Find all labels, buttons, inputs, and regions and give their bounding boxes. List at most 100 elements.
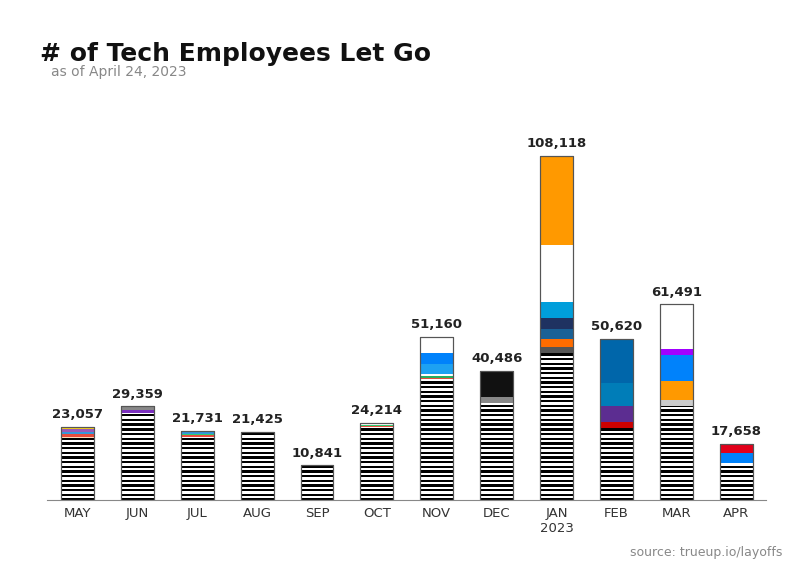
Bar <box>540 272 573 273</box>
Bar <box>660 314 693 315</box>
Bar <box>121 407 154 500</box>
Bar <box>660 481 693 482</box>
Bar <box>480 380 514 381</box>
Bar <box>480 394 514 395</box>
Bar <box>660 318 693 319</box>
Bar <box>540 245 573 277</box>
Bar <box>660 465 693 466</box>
Bar <box>420 374 453 375</box>
Bar <box>540 392 573 393</box>
Bar <box>540 223 573 224</box>
Bar <box>480 378 514 379</box>
Bar <box>420 419 453 420</box>
Bar <box>360 462 393 463</box>
Bar <box>600 421 633 422</box>
Bar <box>660 377 693 378</box>
Bar <box>660 307 693 308</box>
Bar <box>121 427 154 428</box>
Bar <box>181 431 213 432</box>
Bar <box>241 453 273 454</box>
Bar <box>121 410 154 411</box>
Bar <box>360 467 393 468</box>
Bar <box>181 482 213 483</box>
Bar <box>241 432 273 433</box>
Bar <box>660 472 693 473</box>
Bar <box>121 467 154 468</box>
Bar <box>540 220 573 221</box>
Bar <box>660 432 693 433</box>
Text: 21,731: 21,731 <box>171 412 223 425</box>
Bar <box>540 386 573 387</box>
Bar <box>720 494 753 495</box>
Bar <box>181 484 213 485</box>
Bar <box>660 435 693 436</box>
Bar <box>360 477 393 478</box>
Bar <box>480 431 514 432</box>
Bar <box>660 334 693 335</box>
Bar <box>660 415 693 416</box>
Bar <box>121 471 154 472</box>
Bar <box>540 443 573 444</box>
Bar <box>660 304 693 349</box>
Bar <box>480 404 514 405</box>
Bar <box>121 481 154 482</box>
Bar <box>241 473 273 474</box>
Bar <box>241 475 273 477</box>
Bar <box>121 496 154 498</box>
Bar <box>121 433 154 434</box>
Bar <box>300 495 333 496</box>
Bar <box>121 410 154 413</box>
Bar <box>660 320 693 321</box>
Bar <box>480 375 514 376</box>
Bar <box>660 437 693 438</box>
Bar <box>720 449 753 450</box>
Bar <box>181 452 213 453</box>
Bar <box>121 450 154 451</box>
Bar <box>181 432 213 433</box>
Bar <box>480 460 514 461</box>
Bar <box>540 229 573 230</box>
Bar <box>540 206 573 207</box>
Bar <box>600 494 633 495</box>
Bar <box>660 324 693 325</box>
Bar <box>720 444 753 445</box>
Bar <box>300 480 333 481</box>
Bar <box>300 483 333 484</box>
Bar <box>181 436 213 437</box>
Bar <box>360 481 393 482</box>
Bar <box>600 339 633 500</box>
Bar <box>480 396 514 397</box>
Bar <box>241 434 273 435</box>
Bar <box>480 485 514 486</box>
Bar <box>540 287 573 288</box>
Bar <box>181 474 213 475</box>
Text: 21,425: 21,425 <box>231 413 283 426</box>
Bar <box>241 496 273 498</box>
Bar <box>660 401 693 402</box>
Bar <box>540 156 573 157</box>
Bar <box>61 451 94 452</box>
Bar <box>540 320 573 321</box>
Bar <box>420 400 453 401</box>
Bar <box>540 205 573 206</box>
Bar <box>540 490 573 491</box>
Bar <box>660 304 693 500</box>
Bar <box>61 460 94 461</box>
Text: 24,214: 24,214 <box>352 404 402 417</box>
Bar <box>181 456 213 457</box>
Bar <box>600 488 633 489</box>
Bar <box>181 446 213 447</box>
Bar <box>61 432 94 435</box>
Bar <box>540 488 573 489</box>
Bar <box>600 434 633 435</box>
Bar <box>360 423 393 424</box>
Bar <box>360 430 393 431</box>
Bar <box>540 499 573 500</box>
Bar <box>540 375 573 376</box>
Bar <box>540 211 573 212</box>
Bar <box>540 448 573 449</box>
Bar <box>420 365 453 366</box>
Bar <box>660 452 693 453</box>
Bar <box>181 492 213 493</box>
Bar <box>540 372 573 373</box>
